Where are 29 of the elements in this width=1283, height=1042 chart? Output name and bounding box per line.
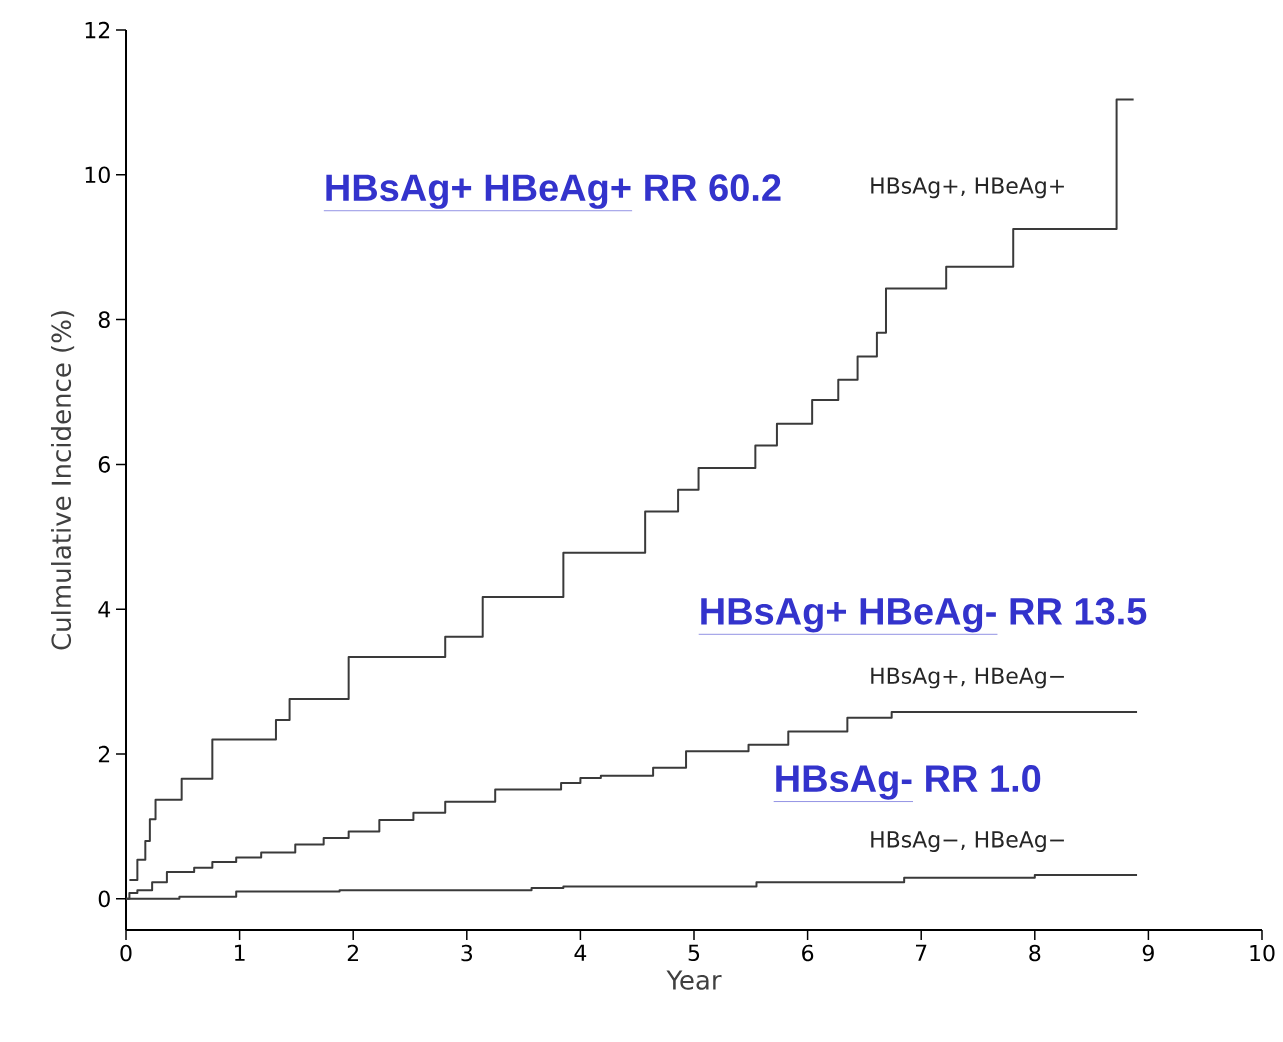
annotation: HBsAg+ HBeAg+	[326, 174, 631, 209]
annotation: HBsAg+ HBeAg-	[701, 598, 996, 633]
y-tick-label: 6	[98, 456, 110, 473]
annotation: RR 60.2	[645, 174, 781, 202]
annotation: HBsAg-	[776, 765, 912, 800]
x-tick-label: 4	[574, 944, 587, 961]
y-axis-title: Culmulative Incidence (%)	[50, 311, 75, 650]
x-axis-title: Year	[666, 970, 722, 990]
x-tick-label: 10	[1250, 944, 1275, 962]
y-tick-label: 0	[98, 890, 110, 908]
annotation: RR 1.0	[926, 765, 1041, 793]
x-tick-label: 8	[1029, 944, 1041, 962]
x-tick-label: 5	[688, 944, 700, 962]
y-tick-label: 12	[85, 21, 110, 39]
series-label: HBsAg+, HBeAg−	[871, 667, 1064, 689]
y-tick-label: 8	[98, 311, 110, 328]
x-tick-label: 0	[120, 944, 132, 962]
x-tick-label: 1	[235, 944, 245, 961]
y-tick-label: 4	[98, 601, 111, 618]
x-tick-label: 2	[347, 944, 358, 962]
series-label: HBsAg−, HBeAg−	[871, 831, 1064, 852]
series-label: HBsAg+, HBeAg+	[871, 177, 1064, 199]
x-tick-label: 9	[1142, 944, 1154, 962]
annotation: RR 13.5	[1010, 597, 1147, 625]
x-tick-label: 6	[802, 944, 814, 962]
y-tick-label: 2	[98, 745, 110, 763]
x-tick-label: 3	[461, 944, 473, 962]
x-tick-label: 7	[916, 944, 927, 961]
y-tick-label: 10	[85, 166, 110, 184]
